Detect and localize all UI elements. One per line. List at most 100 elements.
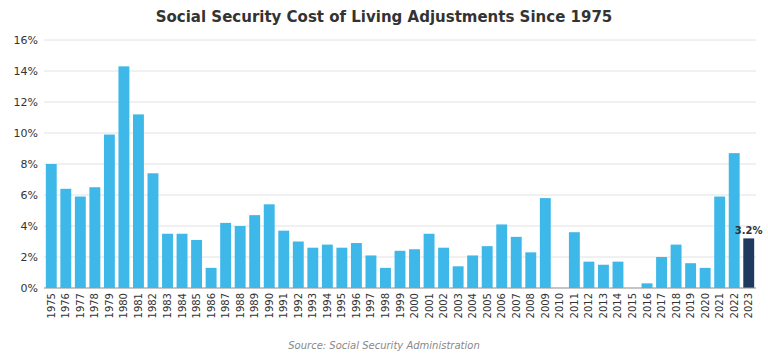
- bar: [685, 263, 696, 288]
- bar: [336, 248, 347, 288]
- bar: [613, 262, 624, 288]
- bar: [424, 234, 435, 288]
- y-tick-label: 6%: [21, 189, 38, 202]
- x-tick-label: 1976: [60, 293, 71, 318]
- y-tick-label: 2%: [21, 251, 38, 264]
- bar: [729, 153, 740, 288]
- x-axis-line: [44, 288, 756, 289]
- bar: [177, 234, 188, 288]
- x-tick-label: 1983: [162, 293, 173, 318]
- x-tick-label: 1996: [351, 293, 362, 318]
- x-tick-label: 2004: [467, 293, 478, 318]
- bar: [191, 240, 202, 288]
- grid-line: [44, 164, 756, 165]
- y-tick-label: 10%: [14, 127, 38, 140]
- x-tick-label: 2018: [671, 293, 682, 318]
- bar: [598, 265, 609, 288]
- x-tick-label: 2008: [525, 293, 536, 318]
- bar: [249, 215, 260, 288]
- x-tick-label: 2011: [569, 293, 580, 318]
- x-tick-label: 2013: [598, 293, 609, 318]
- x-tick-label: 1975: [46, 293, 57, 318]
- bar: [395, 251, 406, 288]
- bar: [409, 249, 420, 288]
- bar: [278, 231, 289, 288]
- bar: [235, 226, 246, 288]
- bar: [104, 135, 115, 288]
- y-tick-label: 8%: [21, 158, 38, 171]
- x-tick-label: 2014: [612, 293, 623, 318]
- x-tick-label: 2001: [424, 293, 435, 318]
- x-tick-label: 2021: [714, 293, 725, 318]
- bar: [380, 268, 391, 288]
- x-tick-label: 1997: [365, 293, 376, 318]
- bar: [438, 248, 449, 288]
- x-tick-label: 2022: [729, 293, 740, 318]
- x-tick-label: 1985: [191, 293, 202, 318]
- x-tick-label: 1990: [264, 293, 275, 318]
- x-tick-label: 2009: [540, 293, 551, 318]
- bar: [714, 197, 725, 288]
- bar: [365, 255, 376, 288]
- chart: Social Security Cost of Living Adjustmen…: [0, 0, 768, 357]
- bar: [700, 268, 711, 288]
- y-tick-label: 4%: [21, 220, 38, 233]
- y-axis: 0%2%4%6%8%10%12%14%16%: [14, 34, 756, 295]
- grid-line: [44, 133, 756, 134]
- x-tick-label: 2015: [627, 293, 638, 318]
- x-tick-label: 1991: [278, 293, 289, 318]
- bars: [46, 66, 754, 288]
- bar: [118, 66, 129, 288]
- bar: [351, 243, 362, 288]
- grid-line: [44, 40, 756, 41]
- x-tick-label: 1979: [104, 293, 115, 318]
- bar: [46, 164, 57, 288]
- bar: [75, 197, 86, 288]
- bar: [525, 252, 536, 288]
- x-tick-label: 1998: [380, 293, 391, 318]
- x-tick-label: 2012: [583, 293, 594, 318]
- x-tick-label: 1978: [89, 293, 100, 318]
- x-axis: 1975197619771978197919801981198219831984…: [46, 293, 754, 318]
- bar: [482, 246, 493, 288]
- x-tick-label: 1993: [307, 293, 318, 318]
- bar: [206, 268, 217, 288]
- bar: [322, 245, 333, 288]
- bar: [583, 262, 594, 288]
- grid-line: [44, 102, 756, 103]
- x-tick-label: 1982: [147, 293, 158, 318]
- bar: [540, 198, 551, 288]
- bar: [60, 189, 71, 288]
- y-tick-label: 14%: [14, 65, 38, 78]
- x-tick-label: 2005: [482, 293, 493, 318]
- x-tick-label: 1977: [75, 293, 86, 318]
- x-tick-label: 1992: [293, 293, 304, 318]
- bar: [511, 237, 522, 288]
- x-tick-label: 2020: [700, 293, 711, 318]
- x-tick-label: 2016: [642, 293, 653, 318]
- x-tick-label: 1987: [220, 293, 231, 318]
- grid-line: [44, 71, 756, 72]
- x-tick-label: 1999: [395, 293, 406, 318]
- bar: [467, 255, 478, 288]
- x-tick-label: 2007: [511, 293, 522, 318]
- x-tick-label: 1988: [235, 293, 246, 318]
- x-tick-label: 1980: [118, 293, 129, 318]
- bar: [496, 224, 507, 288]
- x-tick-label: 2002: [438, 293, 449, 318]
- bar: [89, 187, 100, 288]
- x-tick-label: 2006: [496, 293, 507, 318]
- bar: [453, 266, 464, 288]
- x-tick-label: 2000: [409, 293, 420, 318]
- bar: [569, 232, 580, 288]
- bar: [743, 238, 754, 288]
- y-tick-label: 0%: [21, 282, 38, 295]
- x-tick-label: 1994: [322, 293, 333, 318]
- bar: [671, 245, 682, 288]
- x-tick-label: 2023: [743, 293, 754, 318]
- x-tick-label: 1989: [249, 293, 260, 318]
- bar: [307, 248, 318, 288]
- grid-line: [44, 288, 756, 289]
- annotation: 3.2%: [735, 225, 763, 236]
- x-tick-label: 2003: [453, 293, 464, 318]
